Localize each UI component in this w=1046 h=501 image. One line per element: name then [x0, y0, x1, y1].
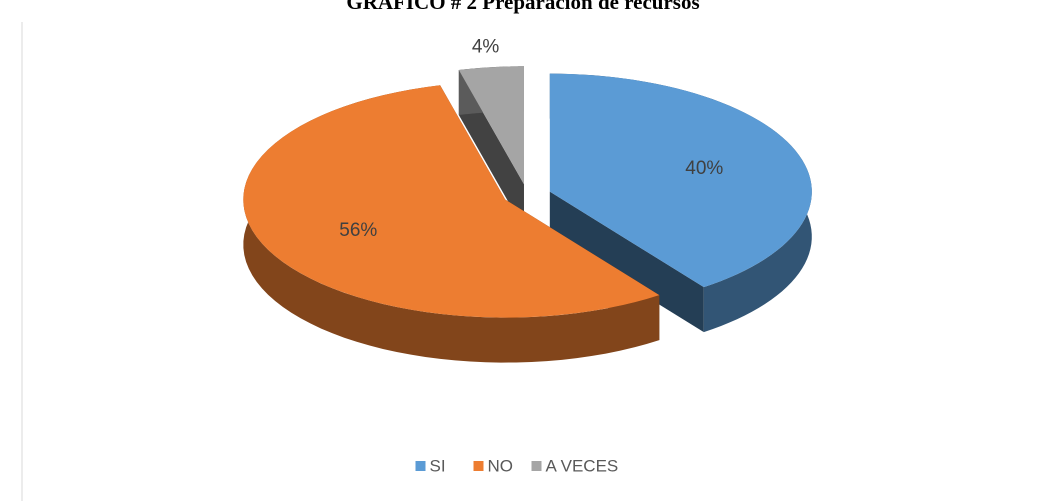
pie-slice-group — [243, 85, 660, 363]
pie-slice — [549, 73, 812, 288]
legend-swatch — [531, 461, 542, 471]
legend-label: NO — [488, 456, 514, 475]
data-label: 40% — [685, 158, 723, 179]
legend-label: SI — [430, 456, 446, 475]
pie-slice-group — [549, 73, 812, 333]
data-label: 56% — [339, 220, 377, 241]
slice-wall — [243, 85, 660, 363]
slice-side — [549, 191, 704, 333]
pie-slice — [243, 85, 660, 318]
legend-swatch — [415, 461, 426, 471]
pie-slice-group — [458, 66, 524, 230]
pie-slice — [458, 66, 524, 185]
chart-title: GRAFICO # 2 Preparación de recursos — [346, 0, 699, 14]
legend-swatch — [473, 461, 484, 471]
legend-label: A VECES — [546, 456, 619, 475]
data-label: 4% — [472, 36, 500, 57]
